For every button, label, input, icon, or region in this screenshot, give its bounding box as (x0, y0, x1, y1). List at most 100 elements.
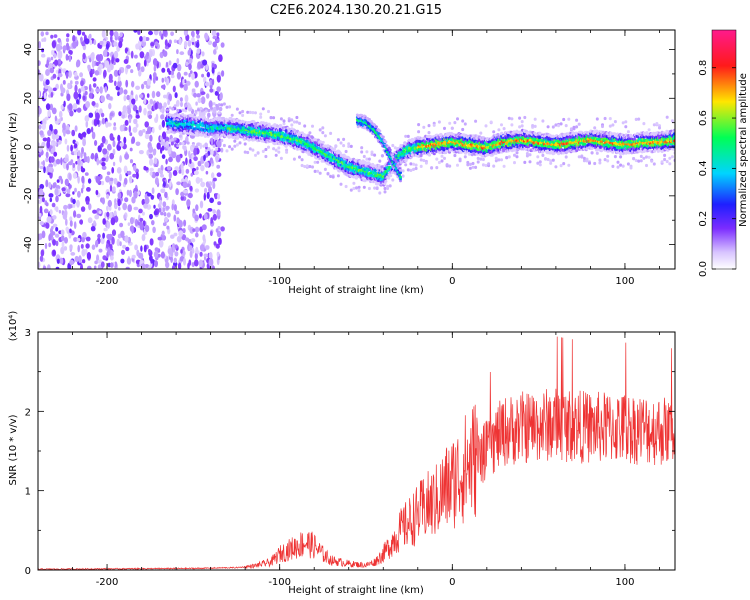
heatmap-cell (74, 255, 79, 263)
heatmap-cell (102, 232, 105, 239)
heatmap-cell (77, 30, 82, 36)
heatmap-cell (50, 56, 54, 61)
heatmap-cell (87, 217, 93, 224)
heatmap-cell (64, 157, 69, 163)
heatmap-cell (126, 94, 131, 101)
heatmap-cell (135, 94, 138, 102)
heatmap-cell (104, 86, 108, 93)
heatmap-cell (81, 184, 85, 190)
heatmap-cell (104, 60, 110, 68)
heatmap-cell (193, 147, 198, 156)
heatmap-cell (159, 135, 163, 141)
heatmap-cell (156, 142, 161, 150)
heatmap-cell (173, 257, 177, 264)
heatmap-cell (204, 32, 209, 40)
heatmap-cell (49, 209, 53, 216)
heatmap-cell (133, 118, 138, 125)
heatmap-cell (147, 192, 152, 197)
heatmap-cell (123, 165, 128, 174)
heatmap-cell (192, 208, 196, 214)
heatmap-cell (82, 231, 87, 239)
heatmap-cell (214, 193, 218, 200)
heatmap-cell (167, 146, 172, 152)
heatmap-cell (39, 221, 44, 226)
heatmap-cell (113, 177, 118, 185)
heatmap-cell (70, 252, 76, 256)
heatmap-cell (159, 30, 162, 37)
heatmap-cell (196, 166, 199, 171)
heatmap-cell (181, 234, 187, 241)
heatmap-cell (196, 48, 201, 54)
heatmap-cell (65, 37, 70, 43)
heatmap-cell (179, 51, 185, 56)
heatmap-cell (73, 143, 78, 149)
heatmap-cell (130, 50, 134, 59)
heatmap-cell (197, 97, 202, 104)
heatmap-cell (139, 223, 144, 231)
heatmap-cell (118, 40, 123, 49)
heatmap-cell (176, 181, 182, 186)
heatmap-cell (104, 212, 107, 219)
heatmap-cell (54, 233, 60, 238)
heatmap-cell (131, 98, 136, 105)
heatmap-cell (112, 161, 116, 167)
heatmap-cell (148, 249, 151, 254)
heatmap-cell (213, 49, 217, 55)
heatmap-cell (75, 61, 80, 68)
heatmap-cell (78, 255, 82, 264)
heatmap-cell (141, 83, 145, 90)
heatmap-cell (200, 178, 203, 183)
heatmap-cell (38, 188, 44, 196)
heatmap-cell (73, 237, 78, 242)
heatmap-cell (48, 62, 53, 68)
heatmap-cell (154, 177, 159, 186)
heatmap-cell (148, 114, 153, 119)
heatmap-cell (144, 197, 150, 205)
heatmap-cell (63, 204, 68, 210)
heatmap-cell (161, 67, 166, 73)
heatmap-cell (206, 71, 210, 78)
heatmap-cell (49, 156, 55, 163)
heatmap-cell (54, 115, 58, 122)
heatmap-cell (38, 212, 42, 217)
heatmap-cell (182, 228, 186, 234)
heatmap-cell (89, 73, 93, 78)
heatmap-cell (183, 257, 186, 266)
heatmap-cell (68, 70, 72, 78)
heatmap-cell (164, 216, 169, 222)
heatmap-cell (103, 227, 108, 232)
heatmap-cell (95, 176, 101, 184)
heatmap-cell (185, 168, 190, 174)
heatmap-cell (89, 39, 93, 46)
heatmap-cell (195, 246, 199, 254)
heatmap-cell (69, 220, 73, 227)
heatmap-cell (46, 264, 51, 269)
heatmap-cell (133, 206, 139, 211)
heatmap-cell (97, 66, 101, 72)
heatmap-cell (200, 91, 206, 95)
heatmap-cell (81, 237, 85, 243)
heatmap-cell (50, 226, 54, 230)
heatmap-cell (118, 206, 121, 211)
heatmap-cell (58, 118, 62, 124)
heatmap-cell (284, 144, 288, 148)
heatmap-cell (173, 214, 177, 222)
heatmap-cell (183, 40, 188, 49)
heatmap-cell (114, 80, 117, 87)
heatmap-cell (80, 206, 86, 212)
heatmap-cell (601, 130, 605, 134)
heatmap-cell (178, 169, 182, 174)
heatmap-cell (219, 92, 223, 100)
heatmap-cell (99, 174, 103, 180)
heatmap-cell (55, 227, 59, 232)
heatmap-cell (575, 149, 579, 153)
heatmap-cell (168, 60, 172, 66)
heatmap-cell (212, 209, 216, 214)
heatmap-cell (62, 80, 66, 85)
heatmap-cell (94, 140, 98, 146)
heatmap-cell (199, 251, 203, 257)
heatmap-cell (181, 167, 185, 176)
heatmap-cell (129, 159, 134, 164)
heatmap-cell (201, 51, 205, 57)
heatmap-cell (90, 152, 95, 160)
